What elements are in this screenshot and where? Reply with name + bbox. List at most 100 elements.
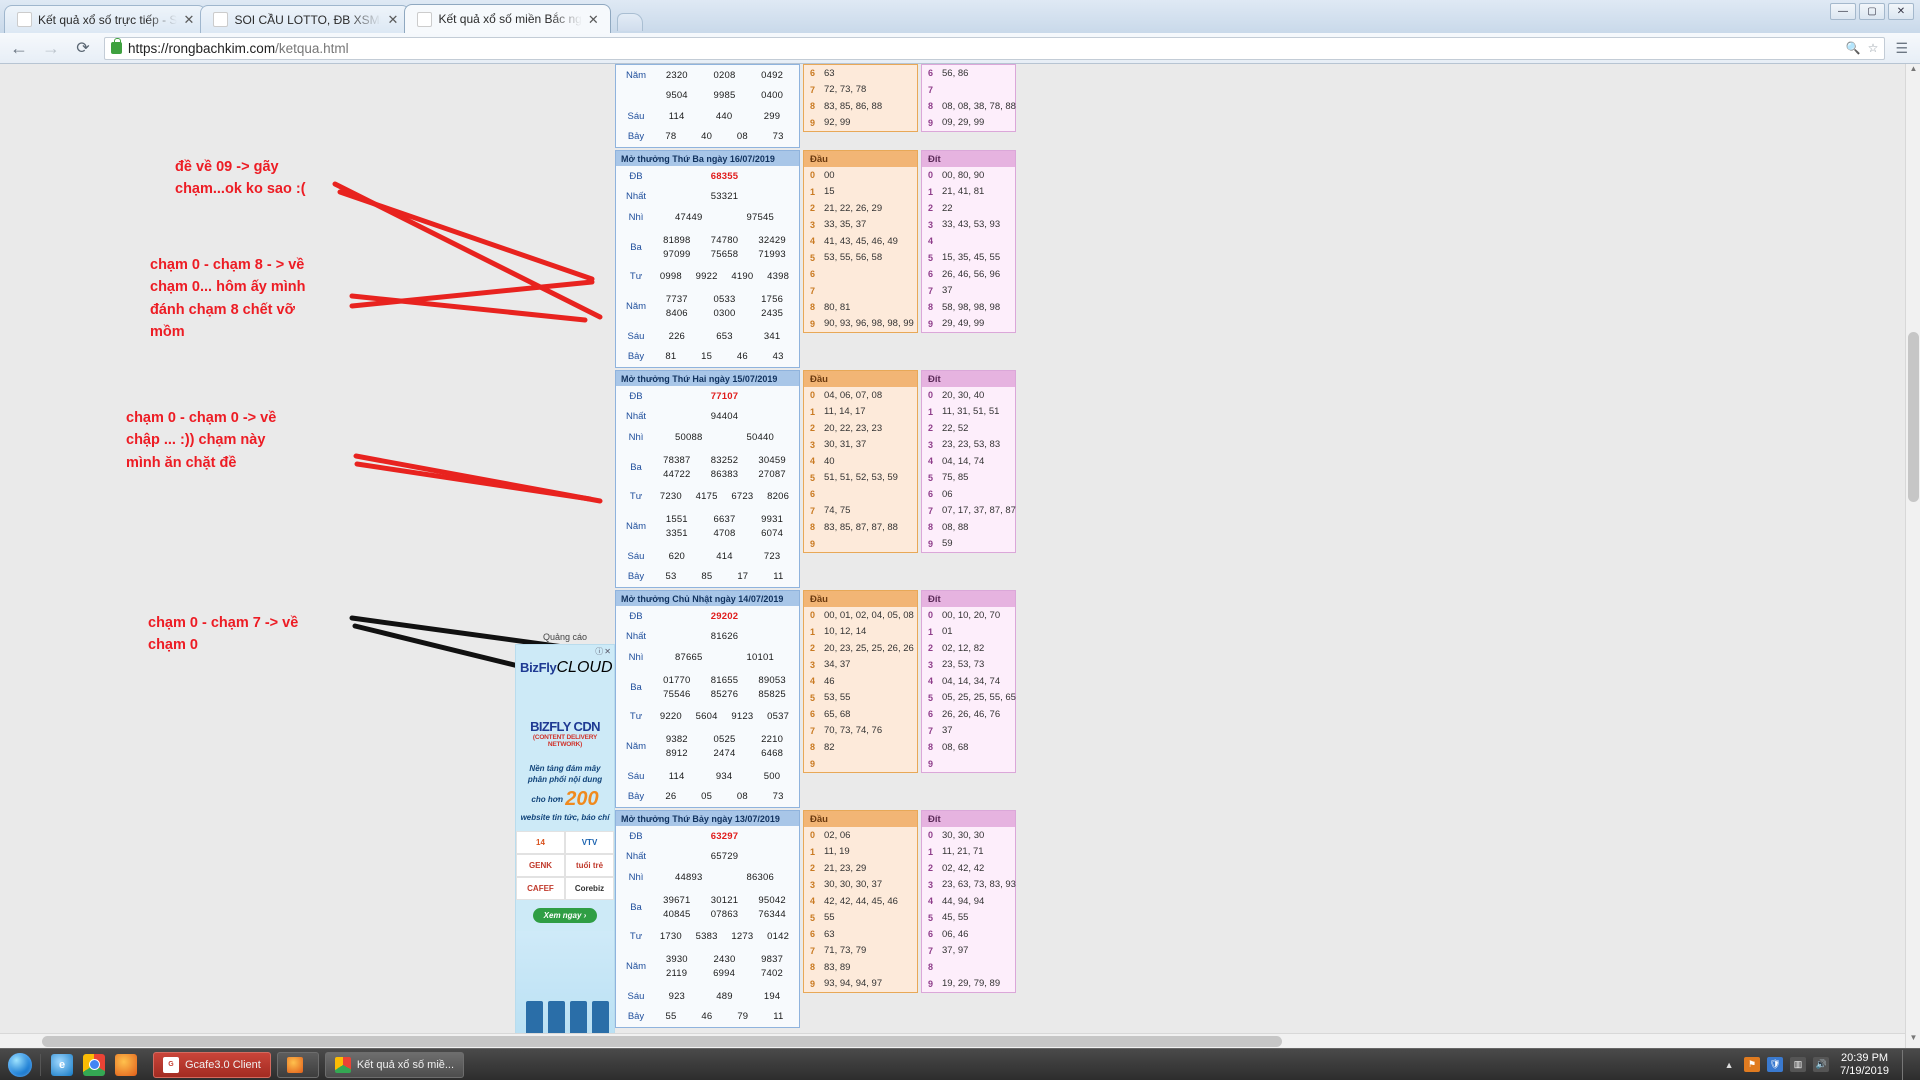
dit-row: 2 22, 52: [922, 420, 1015, 437]
menu-icon[interactable]: ☰: [1895, 39, 1908, 56]
result-number: 01770: [663, 674, 691, 686]
close-window-icon[interactable]: ✕: [1888, 3, 1914, 20]
result-row: Bảy 55 46 79 11: [616, 1007, 799, 1028]
ad-cta-button[interactable]: Xem ngay ›: [533, 908, 597, 924]
result-number: 50088: [675, 431, 703, 443]
result-number: 6074: [761, 528, 784, 539]
back-icon[interactable]: ←: [10, 37, 28, 58]
result-numbers: 01770 81655 89053: [653, 675, 796, 686]
result-number: 78387: [663, 454, 691, 466]
result-table: Mở thưởng Chủ Nhật ngày 14/07/2019 ĐB 2920…: [615, 590, 800, 808]
result-number: 85276: [710, 688, 739, 700]
taskbar-button-gcafe[interactable]: G Gcafe3.0 Client: [153, 1051, 271, 1078]
horizontal-scrollbar[interactable]: [0, 1033, 1905, 1048]
star-icon[interactable]: ☆: [1867, 41, 1879, 55]
start-button[interactable]: [0, 1050, 40, 1080]
result-number: 1273: [731, 931, 754, 943]
show-desktop-button[interactable]: [1902, 1049, 1912, 1080]
dit-row: 9 59: [922, 536, 1015, 553]
result-number: 2320: [665, 69, 688, 81]
chevron-up-icon[interactable]: ▲: [1724, 1059, 1734, 1070]
maximize-icon[interactable]: ▢: [1859, 3, 1885, 20]
annotation-3: chạm 0 - chạm 0 -> về chập ... :)) chạm n…: [126, 407, 306, 474]
dau-row: 1 15: [804, 184, 917, 201]
result-row: Nhất 53321: [616, 187, 799, 208]
result-number-stack: 78387 83252 30459 44722 86383 27087: [653, 455, 796, 480]
network-icon[interactable]: ▥: [1790, 1057, 1807, 1072]
result-number: 0208: [713, 69, 736, 81]
result-numbers: 78 40 08 73: [653, 131, 796, 142]
taskbar-clock[interactable]: 20:39 PM 7/19/2019: [1836, 1052, 1895, 1077]
browser-tab-1[interactable]: ✕ Kết quả xổ số trực tiếp - S ✕: [4, 5, 207, 33]
taskbar-button-firefox[interactable]: [276, 1051, 319, 1078]
result-number: 194: [763, 990, 781, 1002]
close-icon[interactable]: ✕: [183, 12, 195, 27]
firefox-icon[interactable]: [115, 1053, 137, 1076]
dit-row: 8 08, 88: [922, 519, 1015, 536]
dit-values: 00, 80, 90: [942, 169, 985, 181]
dau-row: 7 71, 73, 79: [804, 943, 917, 960]
vertical-scrollbar[interactable]: ▲ ▼: [1905, 64, 1920, 1048]
forward-icon[interactable]: →: [42, 37, 60, 58]
horizontal-scroll-thumb[interactable]: [42, 1036, 1282, 1047]
scroll-down-icon[interactable]: ▼: [1909, 1033, 1918, 1042]
dit-values: 09, 29, 99: [942, 117, 985, 129]
result-numbers: 97099 75658 71993: [653, 249, 796, 260]
dau-values: 42, 42, 44, 45, 46: [824, 895, 898, 907]
vertical-scroll-thumb[interactable]: [1908, 332, 1919, 502]
annotation-line: đánh chạm 8 chết vỡ: [150, 301, 295, 318]
result-row-label: Bảy: [627, 131, 645, 143]
browser-tab-3-active[interactable]: RBK Kết quả xổ số miền Bắc ng ✕: [404, 4, 611, 33]
dau-key: 5: [810, 252, 816, 263]
dau-values: 33, 35, 37: [824, 219, 867, 231]
chrome-icon[interactable]: [83, 1053, 105, 1076]
close-icon[interactable]: ✕: [387, 12, 399, 27]
browser-tab-2[interactable]: ✕ SOI CẦU LOTTO, ĐB XSMB ✕: [200, 5, 411, 33]
dau-row: 4 42, 42, 44, 45, 46: [804, 893, 917, 910]
ad-copy-line4: website tin tức, báo chí: [520, 812, 610, 822]
ad-banner[interactable]: ⓘ✕ BizFlyCLOUD BIZFLY CDN (CONTENT DELIV…: [515, 644, 615, 1048]
result-number: 8206: [767, 491, 790, 503]
dau-values: 93, 94, 94, 97: [824, 978, 883, 990]
result-numbers: 68355: [653, 171, 796, 182]
new-tab-button[interactable]: [616, 13, 643, 31]
rbk-icon: RBK: [417, 11, 433, 27]
result-number: 414: [716, 550, 733, 562]
result-number: 46: [701, 1011, 713, 1023]
ad-brand-sub: CLOUD: [556, 659, 613, 676]
minimize-icon[interactable]: —: [1830, 3, 1856, 20]
dit-row: 7 37: [922, 283, 1015, 300]
result-number: 299: [763, 110, 781, 122]
address-bar[interactable]: https://rongbachkim.com/ketqua.html 🔍 ☆: [104, 36, 1886, 60]
taskbar-button-chrome[interactable]: Kết quả xổ số miề...: [324, 1051, 465, 1078]
ad-close-icon[interactable]: ⓘ✕: [595, 647, 612, 656]
flag-icon[interactable]: ⚑: [1744, 1057, 1761, 1072]
ad-logo-0: 14: [516, 831, 565, 855]
dau-values: 21, 22, 26, 29: [824, 202, 883, 214]
scroll-up-icon[interactable]: ▲: [1909, 64, 1918, 73]
result-numbers: 53 85 17 11: [653, 571, 796, 582]
result-row: Sáu 923 489 194: [616, 986, 799, 1007]
dau-row: 8 80, 81: [804, 299, 917, 316]
result-number: 5383: [695, 931, 718, 943]
result-number: 620: [668, 550, 686, 562]
result-numbers: 75546 85276 85825: [653, 689, 796, 700]
dit-key: 3: [928, 439, 934, 450]
speaker-icon[interactable]: 🔊: [1813, 1057, 1830, 1072]
shield-icon[interactable]: 🛡: [1767, 1057, 1784, 1072]
dit-panel: 6 56, 86 7 8 08, 08, 38, 78, 88 9 09, 29, 99: [921, 64, 1016, 132]
dau-values: 92, 99: [824, 117, 851, 129]
result-row: 9504 9985 0400: [616, 86, 799, 107]
tab-title: SOI CẦU LOTTO, ĐB XSMB: [234, 12, 382, 27]
dau-values: 00, 01, 02, 04, 05, 08: [824, 609, 914, 621]
dit-key: 9: [928, 758, 934, 769]
close-icon[interactable]: ✕: [587, 11, 599, 27]
result-number: 9985: [713, 90, 736, 102]
result-number: 0525: [713, 734, 736, 745]
dit-values: 29, 49, 99: [942, 318, 985, 330]
result-numbers: 81626: [653, 631, 796, 642]
search-icon[interactable]: 🔍: [1845, 41, 1861, 55]
result-numbers: 50088 50440: [653, 432, 796, 443]
ie-icon[interactable]: e: [51, 1053, 73, 1076]
reload-icon[interactable]: ⟳: [76, 40, 90, 57]
